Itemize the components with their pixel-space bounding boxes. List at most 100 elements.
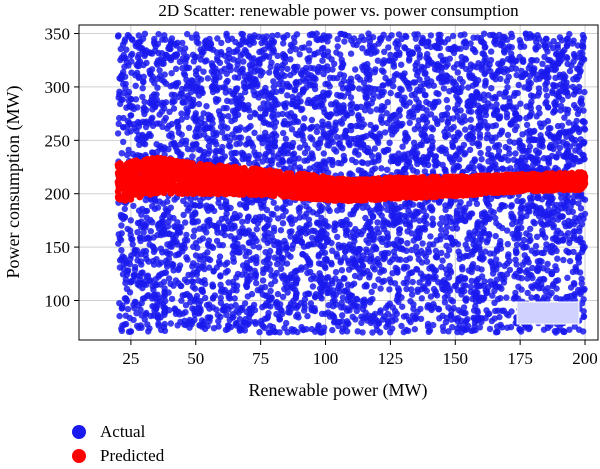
actual-point [458, 32, 464, 38]
actual-point [275, 111, 281, 117]
actual-point [512, 150, 518, 156]
actual-point [515, 234, 521, 240]
actual-point [526, 148, 532, 154]
actual-point [523, 103, 529, 109]
actual-point [189, 278, 195, 284]
actual-point [553, 66, 559, 72]
actual-point [431, 286, 437, 292]
actual-point [571, 232, 577, 238]
actual-point [476, 247, 482, 253]
actual-point [369, 329, 375, 335]
actual-point [484, 200, 490, 206]
actual-point [416, 225, 422, 231]
actual-point [444, 125, 450, 131]
actual-point [435, 306, 441, 312]
actual-point [226, 142, 232, 148]
actual-point [462, 205, 468, 211]
actual-point [570, 38, 576, 44]
actual-point [192, 202, 198, 208]
actual-point [527, 195, 533, 201]
actual-point [505, 132, 511, 138]
actual-point [469, 210, 475, 216]
actual-point [274, 304, 280, 310]
actual-point [142, 252, 148, 258]
actual-point [214, 57, 220, 63]
actual-point [221, 105, 227, 111]
actual-point [550, 283, 556, 289]
actual-point [187, 294, 193, 300]
actual-point [467, 147, 473, 153]
actual-point [233, 48, 239, 54]
actual-point [479, 67, 485, 73]
actual-point [580, 216, 586, 222]
actual-point [122, 206, 128, 212]
actual-point [309, 150, 315, 156]
actual-point [470, 75, 476, 81]
actual-point [564, 275, 570, 281]
actual-point [397, 246, 403, 252]
actual-point [128, 96, 134, 102]
actual-point [435, 62, 441, 68]
actual-point [428, 264, 434, 270]
actual-point [155, 31, 161, 37]
actual-point [339, 312, 345, 318]
actual-point [166, 123, 172, 129]
actual-point [233, 107, 239, 113]
actual-point [234, 66, 240, 72]
actual-point [253, 152, 259, 158]
actual-point [264, 157, 270, 163]
actual-point [474, 201, 480, 207]
actual-point [203, 103, 209, 109]
actual-point [386, 286, 392, 292]
actual-point [580, 107, 586, 113]
actual-point [339, 203, 345, 209]
actual-point [235, 310, 241, 316]
actual-point [210, 245, 216, 251]
actual-point [231, 223, 237, 229]
actual-point [166, 230, 172, 236]
actual-point [462, 126, 468, 132]
actual-point [532, 220, 538, 226]
actual-point [538, 258, 544, 264]
actual-point [387, 116, 393, 122]
actual-point [488, 85, 494, 91]
actual-point [280, 206, 286, 212]
actual-point [468, 61, 474, 67]
actual-point [164, 241, 170, 247]
actual-point [521, 237, 527, 243]
actual-point [143, 197, 149, 203]
actual-point [283, 136, 289, 142]
actual-point [169, 296, 175, 302]
actual-point [140, 62, 146, 68]
actual-point [399, 36, 405, 42]
actual-point [515, 90, 521, 96]
actual-point [149, 66, 155, 72]
actual-point [312, 86, 318, 92]
actual-point [326, 90, 332, 96]
actual-point [223, 327, 229, 333]
actual-point [231, 237, 237, 243]
actual-point [327, 208, 333, 214]
actual-point [217, 272, 223, 278]
actual-point [275, 291, 281, 297]
actual-point [306, 47, 312, 53]
actual-point [459, 63, 465, 69]
actual-point [564, 89, 570, 95]
actual-point [299, 45, 305, 51]
actual-point [526, 208, 532, 214]
actual-point [455, 278, 461, 284]
actual-point [419, 202, 425, 208]
actual-point [329, 248, 335, 254]
actual-point [317, 285, 323, 291]
actual-point [248, 140, 254, 146]
actual-point [533, 46, 539, 52]
actual-point [570, 84, 576, 90]
actual-point [412, 326, 418, 332]
actual-point [475, 283, 481, 289]
actual-point [411, 140, 417, 146]
actual-point [416, 117, 422, 123]
actual-point [480, 229, 486, 235]
actual-point [189, 214, 195, 220]
actual-point [386, 140, 392, 146]
actual-point [384, 110, 390, 116]
